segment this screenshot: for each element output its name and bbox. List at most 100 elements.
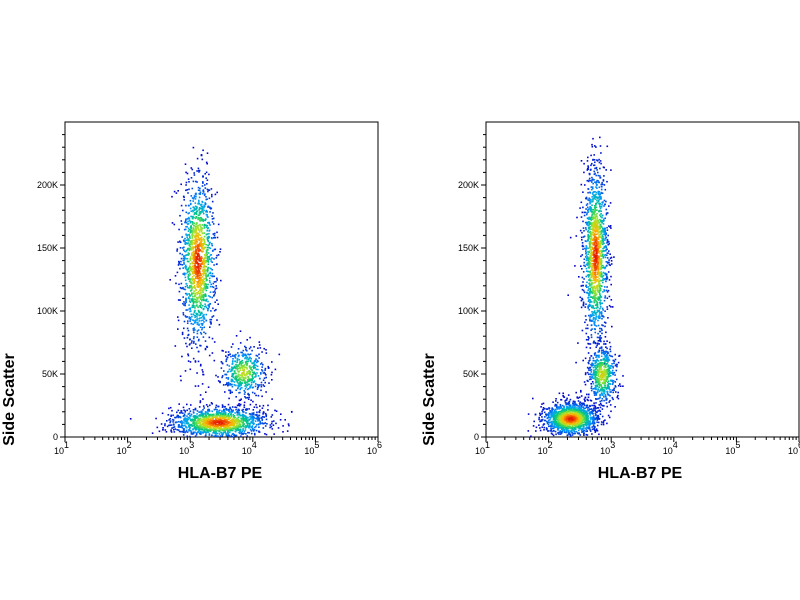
data-point: [586, 257, 588, 260]
data-point: [593, 371, 595, 373]
data-point: [586, 203, 589, 205]
data-point: [196, 336, 199, 338]
data-point: [196, 283, 198, 286]
data-point: [242, 415, 244, 418]
data-point: [192, 292, 194, 295]
data-point: [250, 430, 253, 432]
data-point: [204, 422, 207, 425]
data-point: [238, 409, 241, 412]
data-point: [244, 357, 246, 360]
data-point: [230, 378, 233, 381]
data-point: [194, 272, 197, 275]
data-point: [169, 418, 171, 420]
data-point: [212, 428, 215, 430]
data-point: [196, 416, 199, 419]
data-point: [242, 361, 244, 364]
data-point: [233, 415, 236, 417]
data-point: [589, 246, 592, 249]
data-point: [221, 406, 224, 408]
data-point: [594, 331, 597, 334]
data-point: [190, 240, 193, 242]
data-point: [245, 354, 248, 357]
data-point: [187, 329, 190, 332]
data-point: [596, 279, 599, 281]
data-point: [580, 299, 583, 302]
data-point: [201, 426, 203, 428]
data-point: [605, 289, 608, 292]
data-point: [211, 193, 213, 196]
data-point: [234, 357, 237, 359]
data-point: [606, 145, 609, 148]
data-point: [602, 223, 605, 225]
data-point: [593, 197, 595, 200]
data-point: [202, 336, 205, 338]
data-point: [193, 224, 196, 227]
data-point: [197, 218, 199, 221]
data-point: [605, 402, 608, 404]
data-point: [605, 366, 607, 368]
data-point: [206, 229, 208, 232]
data-point: [592, 216, 595, 218]
data-point: [208, 427, 211, 430]
data-point: [239, 422, 241, 425]
data-point: [249, 336, 251, 339]
data-point: [183, 415, 185, 417]
data-point: [186, 223, 189, 225]
data-point: [233, 381, 236, 383]
data-point: [172, 419, 175, 421]
data-point: [194, 232, 196, 234]
data-point: [183, 409, 185, 411]
data-point: [155, 417, 157, 420]
data-point: [598, 202, 600, 205]
data-point: [600, 185, 603, 188]
data-point: [186, 294, 188, 296]
data-point: [219, 412, 222, 415]
data-point: [595, 402, 597, 404]
data-point: [239, 361, 242, 363]
data-point: [198, 295, 201, 297]
data-point: [212, 291, 215, 293]
data-point: [197, 228, 200, 230]
data-point: [205, 284, 208, 286]
data-point: [240, 366, 243, 369]
data-point: [610, 263, 613, 265]
data-point: [601, 181, 603, 184]
data-point: [602, 404, 604, 407]
data-point: [592, 225, 594, 227]
data-point: [599, 293, 601, 296]
data-point: [205, 269, 208, 271]
data-point: [229, 370, 232, 373]
data-point: [201, 158, 204, 161]
data-point: [184, 410, 187, 412]
data-point: [257, 375, 260, 377]
data-point: [237, 379, 239, 382]
data-point: [211, 413, 214, 416]
data-point: [216, 299, 218, 301]
data-point: [167, 414, 170, 416]
data-point: [211, 257, 213, 259]
data-point: [592, 209, 594, 211]
data-point: [191, 237, 193, 239]
data-point: [589, 206, 592, 209]
data-point: [263, 385, 266, 387]
data-point: [205, 171, 208, 174]
data-point: [265, 415, 267, 418]
data-point: [598, 264, 600, 267]
data-point: [189, 368, 192, 371]
data-point: [237, 352, 239, 354]
data-point: [250, 418, 252, 420]
data-point: [204, 259, 206, 262]
data-point: [586, 262, 589, 264]
data-point: [257, 347, 259, 349]
data-point: [591, 252, 593, 255]
data-point: [199, 293, 201, 296]
data-point: [277, 427, 280, 429]
data-point: [594, 231, 597, 233]
data-point: [188, 204, 190, 207]
data-point: [188, 296, 190, 298]
data-point: [234, 360, 236, 362]
data-point: [197, 186, 200, 189]
data-point: [199, 225, 202, 228]
data-point: [567, 294, 569, 296]
data-point: [197, 284, 199, 286]
